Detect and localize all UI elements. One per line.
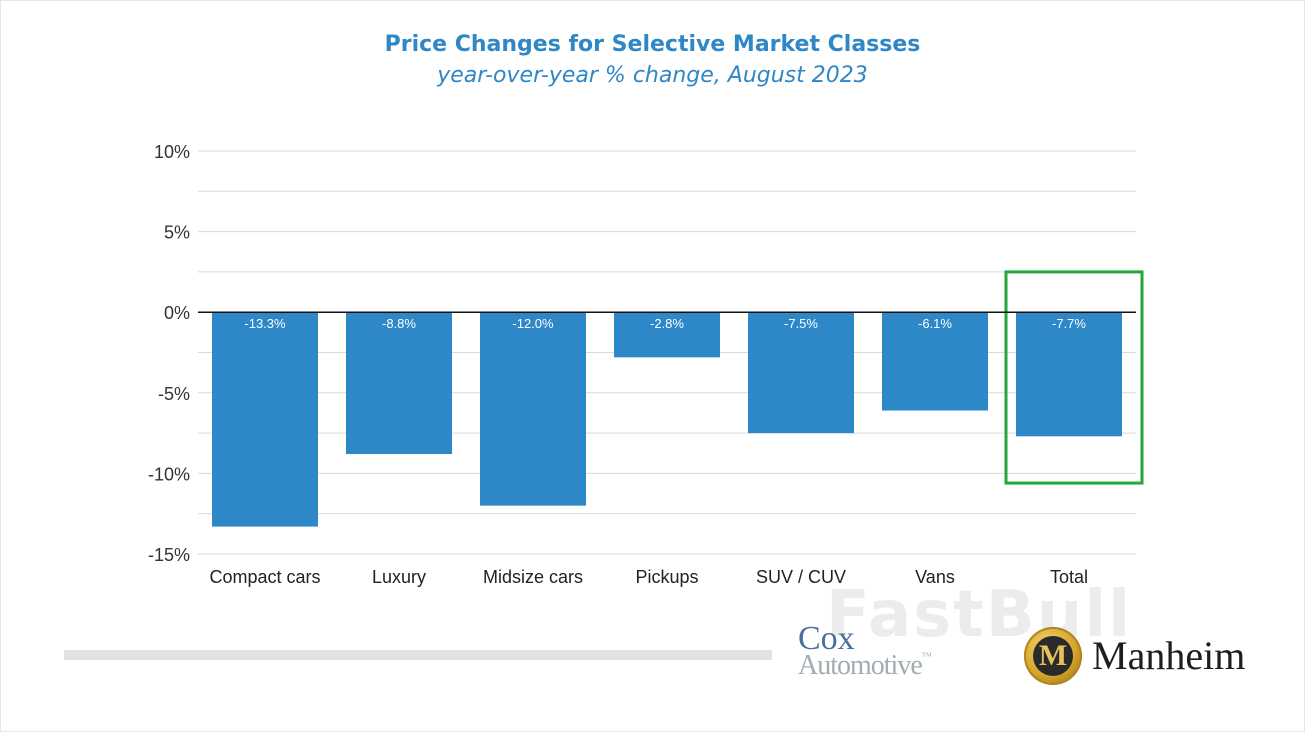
y-tick-label: -15% bbox=[148, 545, 190, 565]
x-tick-label: Pickups bbox=[635, 567, 698, 587]
data-label: -7.5% bbox=[784, 316, 818, 331]
y-tick-label: -5% bbox=[158, 384, 190, 404]
manheim-logo-text: Manheim bbox=[1092, 633, 1246, 678]
y-tick-label: 10% bbox=[154, 142, 190, 162]
bar bbox=[882, 312, 988, 411]
manheim-badge-letter: M bbox=[1033, 636, 1073, 676]
bar bbox=[212, 312, 318, 527]
bar bbox=[480, 312, 586, 506]
x-tick-label: Compact cars bbox=[209, 567, 320, 587]
y-tick-label: 5% bbox=[164, 223, 190, 243]
trademark-symbol: ™ bbox=[921, 651, 932, 662]
x-tick-label: Luxury bbox=[372, 567, 426, 587]
manheim-badge-icon: M bbox=[1024, 627, 1082, 685]
x-tick-label: Vans bbox=[915, 567, 955, 587]
data-label: -2.8% bbox=[650, 316, 684, 331]
data-label: -12.0% bbox=[512, 316, 554, 331]
y-tick-label: 0% bbox=[164, 303, 190, 323]
cox-logo-top: Cox bbox=[798, 620, 855, 657]
data-label: -8.8% bbox=[382, 316, 416, 331]
x-tick-label: SUV / CUV bbox=[756, 567, 846, 587]
data-label: -13.3% bbox=[244, 316, 286, 331]
bar bbox=[346, 312, 452, 455]
x-tick-label: Midsize cars bbox=[483, 567, 583, 587]
chart-subtitle: year-over-year % change, August 2023 bbox=[437, 63, 868, 88]
cox-logo-bottom-text: Automotive bbox=[798, 650, 923, 681]
data-label: -7.7% bbox=[1052, 316, 1086, 331]
footer-bar bbox=[64, 650, 772, 660]
cox-logo-bottom: Automotive™ bbox=[798, 650, 932, 681]
chart-title: Price Changes for Selective Market Class… bbox=[384, 32, 921, 57]
highlight-box bbox=[1004, 270, 1144, 485]
cox-automotive-logo: Cox Automotive™ bbox=[798, 620, 932, 681]
x-tick-label: Total bbox=[1050, 567, 1088, 587]
y-tick-label: -10% bbox=[148, 464, 190, 484]
bar bbox=[748, 312, 854, 434]
watermark: FastBull bbox=[826, 578, 1133, 652]
bar bbox=[1016, 312, 1122, 437]
data-label: -6.1% bbox=[918, 316, 952, 331]
bar bbox=[614, 312, 720, 358]
